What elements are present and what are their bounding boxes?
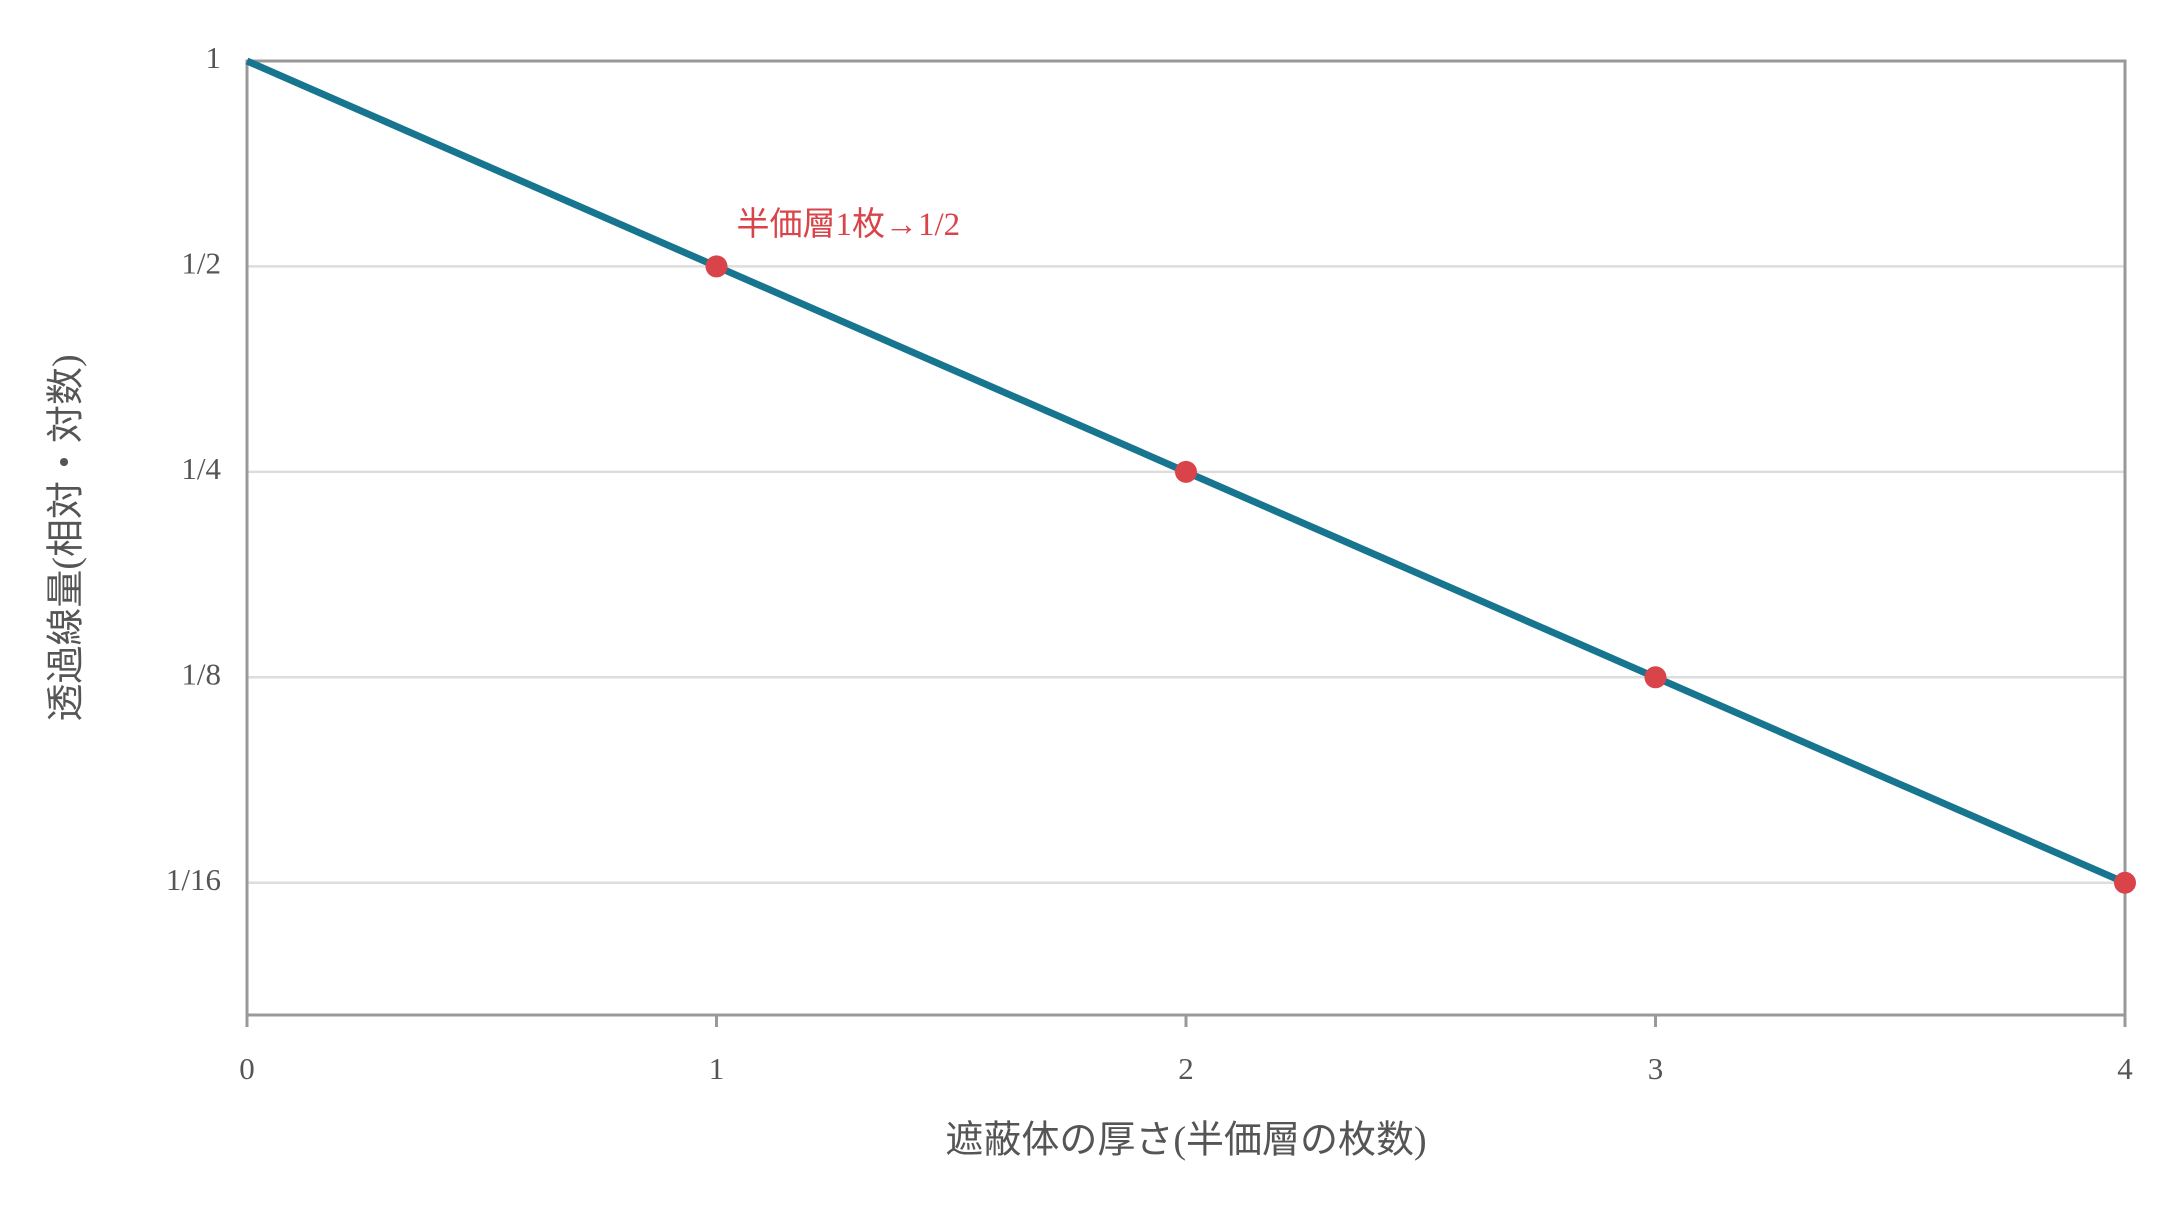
y-tick-label: 1/2 [181, 246, 221, 281]
x-tick-label: 2 [1178, 1051, 1194, 1086]
y-tick-label: 1 [206, 40, 222, 75]
y-tick-label: 1/4 [181, 451, 221, 486]
data-point [1175, 460, 1197, 483]
y-tick-label: 1/8 [181, 656, 221, 691]
data-point [2114, 871, 2136, 894]
plot-frame [245, 59, 2127, 1017]
x-tick-label: 4 [2117, 1051, 2133, 1086]
x-tick-label: 3 [1648, 1051, 1664, 1086]
y-tick-label: 1/16 [166, 862, 221, 897]
data-point [705, 255, 728, 278]
x-tick-label: 0 [239, 1051, 255, 1086]
annotation: 半価層1枚→1/2 [737, 206, 961, 243]
x-axis-label: 遮蔽体の厚さ(半価層の枚数) [945, 1120, 1426, 1162]
data-point [1644, 666, 1667, 689]
x-tick-label: 1 [709, 1051, 725, 1086]
y-axis-label: 透過線量(相対・対数) [46, 354, 88, 721]
